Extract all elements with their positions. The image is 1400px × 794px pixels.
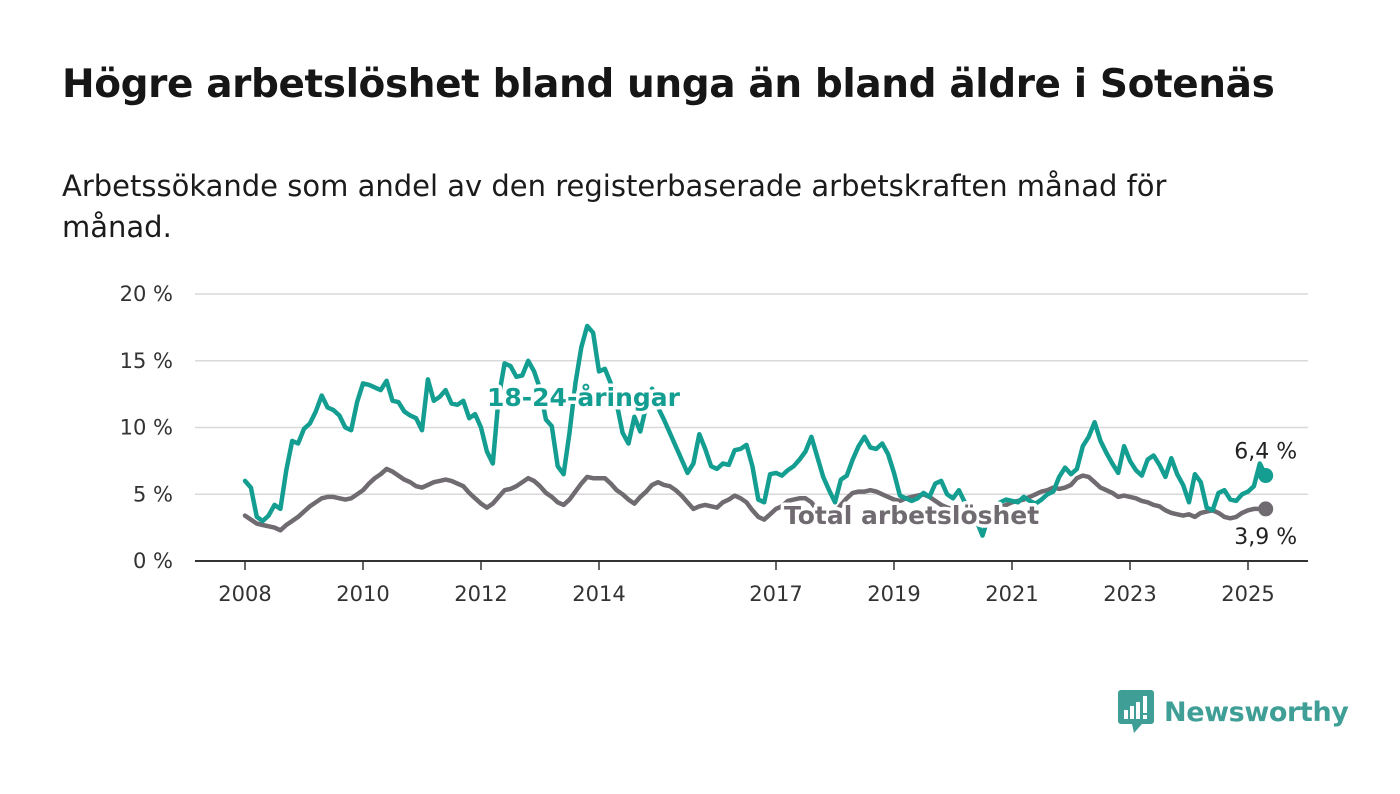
chart-subtitle: Arbetssökande som andel av den registerb… (62, 169, 1167, 244)
grid-lines (195, 293, 1308, 562)
y-tick-label: 5 % (133, 482, 173, 506)
x-axis-ticks: 2008 2010 2012 2014 2017 2019 2021 2023 2025 (218, 561, 1275, 606)
x-tick-label: 2023 (1103, 582, 1156, 606)
end-value-label: 6,4 % (1234, 440, 1297, 465)
end-value-label: 3,9 % (1234, 525, 1297, 550)
series-lines (242, 323, 1274, 538)
x-tick-label: 2010 (336, 582, 389, 606)
chart-title: Högre arbetslöshet bland unga än bland ä… (62, 62, 1275, 107)
x-tick-label: 2012 (454, 582, 507, 606)
x-tick-label: 2021 (985, 582, 1038, 606)
x-tick-label: 2014 (572, 582, 625, 606)
x-tick-label: 2017 (749, 582, 802, 606)
x-tick-label: 2019 (867, 582, 920, 606)
series-line (242, 466, 1268, 533)
series-end-point (1258, 501, 1274, 517)
x-tick-label: 2025 (1221, 582, 1274, 606)
y-tick-label: 0 % (133, 549, 173, 573)
series-end-point (1258, 468, 1274, 484)
series-name-label: Total arbetslöshet (784, 501, 1039, 530)
y-tick-label: 15 % (120, 349, 173, 373)
series-name-label: 18-24-åringar (487, 383, 681, 412)
series-name-halo: Total arbetslöshet (784, 501, 1039, 530)
y-tick-label: 10 % (120, 416, 173, 440)
series-name-halo: 18-24-åringar (487, 383, 681, 412)
y-axis-ticks: 0 % 5 % 10 % 15 % 20 % (120, 282, 173, 573)
newsworthy-logo: Newsworthy (1118, 690, 1349, 734)
series-line (242, 323, 1268, 538)
x-tick-label: 2008 (218, 582, 271, 606)
y-tick-label: 20 % (120, 282, 173, 306)
newsworthy-logo-icon (1118, 690, 1154, 733)
newsworthy-logo-text: Newsworthy (1164, 696, 1349, 728)
